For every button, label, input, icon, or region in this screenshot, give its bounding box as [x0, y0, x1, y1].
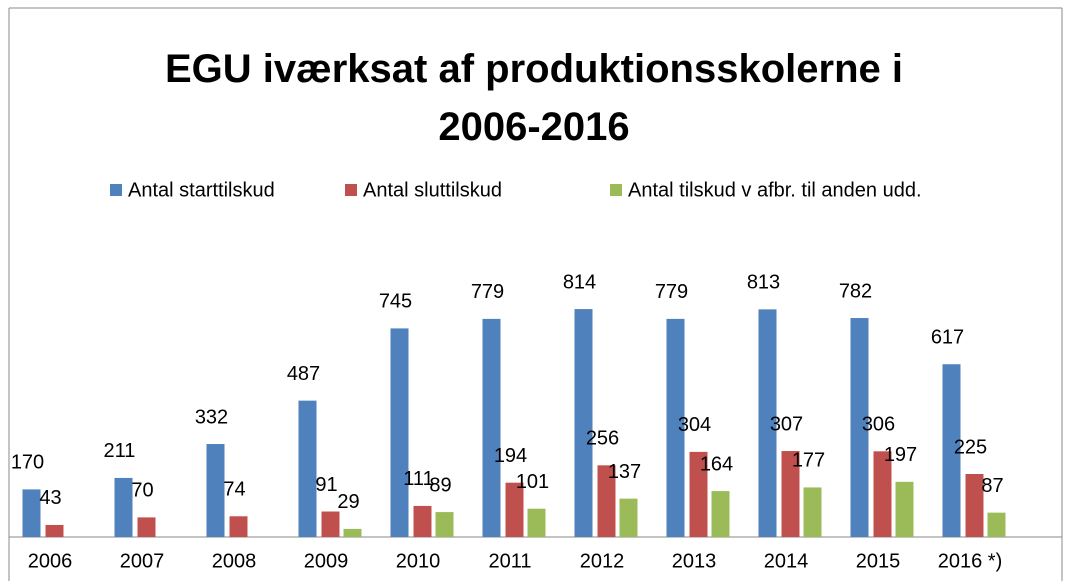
x-tick-label: 2006	[28, 550, 73, 572]
bar	[137, 517, 156, 537]
data-label: 332	[195, 406, 228, 428]
data-label: 197	[884, 444, 917, 466]
data-label: 137	[608, 461, 641, 483]
bar	[321, 511, 340, 537]
data-label: 306	[862, 414, 895, 436]
data-label: 779	[471, 281, 504, 303]
data-label: 256	[586, 428, 619, 450]
x-tick-label: 2011	[488, 550, 531, 572]
x-tick-label: 2013	[672, 550, 717, 572]
data-label: 211	[104, 440, 136, 462]
data-label: 304	[678, 414, 711, 436]
bar	[22, 489, 41, 537]
data-label: 164	[700, 453, 733, 475]
data-label: 101	[516, 471, 549, 493]
legend-label: Antal tilskud v afbr. til anden udd.	[628, 179, 922, 201]
legend-label: Antal sluttilskud	[363, 179, 502, 201]
x-tick-label: 2009	[304, 550, 349, 572]
bar	[758, 309, 777, 537]
bar	[390, 328, 409, 537]
data-label: 70	[131, 480, 153, 502]
data-label: 91	[315, 474, 337, 496]
data-label: 111	[403, 468, 433, 490]
bar	[574, 309, 593, 537]
data-label: 74	[223, 479, 245, 501]
bar	[689, 451, 708, 537]
bar	[987, 512, 1006, 537]
data-label: 779	[655, 281, 688, 303]
data-label: 43	[39, 487, 61, 509]
x-tick-label: 2010	[396, 550, 441, 572]
x-tick-label: 2015	[856, 550, 901, 572]
bar	[666, 318, 685, 537]
bar	[343, 528, 362, 537]
bar	[114, 477, 133, 537]
data-label: 177	[792, 450, 825, 472]
data-label: 487	[287, 363, 320, 385]
bar	[298, 400, 317, 537]
bar	[527, 508, 546, 537]
data-label: 194	[494, 445, 527, 467]
data-label: 813	[747, 272, 780, 294]
bar	[803, 487, 822, 537]
bar	[597, 465, 616, 537]
x-tick-label: 2016 *)	[938, 550, 1003, 572]
bar	[413, 505, 432, 537]
bar	[505, 482, 524, 537]
x-tick-label: 2007	[120, 550, 165, 572]
legend-swatch	[610, 184, 622, 196]
chart-title: EGU iværksat af produktionsskolerne i 20…	[165, 47, 903, 149]
data-label: 307	[770, 413, 803, 435]
bar	[850, 318, 869, 537]
bar	[435, 512, 454, 537]
x-tick-label: 2014	[764, 550, 809, 572]
data-label: 89	[429, 474, 451, 496]
data-label: 745	[379, 291, 412, 313]
bar	[206, 444, 225, 537]
data-label: 29	[337, 491, 359, 513]
bar	[965, 474, 984, 537]
legend-swatch	[110, 184, 122, 196]
bar	[482, 318, 501, 537]
data-label: 814	[563, 271, 596, 293]
data-label: 87	[981, 475, 1003, 497]
bar	[873, 451, 892, 537]
bar	[781, 451, 800, 537]
bar	[229, 516, 248, 537]
legend-swatch	[345, 184, 357, 196]
bar	[45, 524, 64, 537]
bar	[942, 364, 961, 537]
x-tick-label: 2008	[212, 550, 257, 572]
bar	[711, 491, 730, 537]
data-label: 225	[954, 436, 987, 458]
bar	[619, 498, 638, 537]
legend-label: Antal starttilskud	[128, 179, 275, 201]
data-label: 617	[931, 327, 964, 349]
bar	[895, 481, 914, 537]
data-label: 782	[839, 280, 872, 302]
data-label: 170	[11, 452, 44, 474]
x-tick-label: 2012	[580, 550, 625, 572]
